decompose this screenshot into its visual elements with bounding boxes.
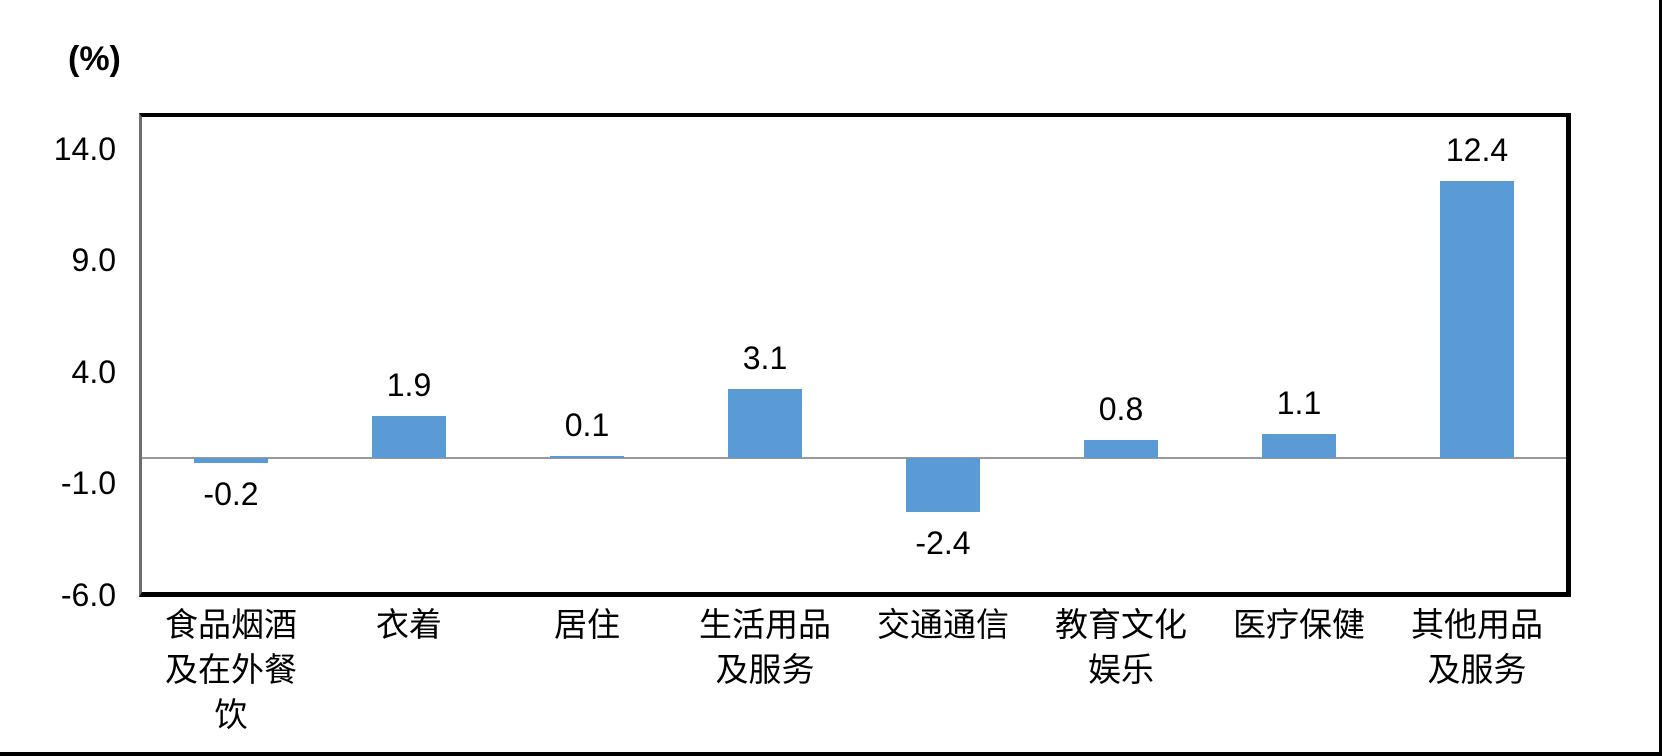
- bar-value-label: 3.1: [742, 339, 788, 376]
- x-category-label: 居住: [554, 606, 620, 643]
- bar: [1440, 181, 1514, 459]
- x-category-label: 其他用品 及服务: [1411, 606, 1543, 688]
- bar: [194, 458, 268, 463]
- bar: [550, 455, 624, 459]
- image-bottom-border: [0, 752, 1662, 756]
- bar-value-label: 12.4: [1445, 132, 1509, 169]
- plot-area: -0.2 1.9 0.1 3.1 -2.4 0.8 1.1 12.4: [139, 113, 1571, 597]
- y-tick-label: 9.0: [71, 242, 116, 279]
- x-category-label: 交通通信: [877, 606, 1009, 643]
- x-category-label: 食品烟酒 及在外餐 饮: [165, 606, 297, 733]
- image-right-border: [1659, 0, 1662, 756]
- bar: [906, 458, 980, 512]
- y-tick-label: -1.0: [60, 465, 116, 502]
- bar: [1084, 440, 1158, 459]
- bar: [728, 388, 802, 459]
- y-axis-unit-label: (%): [68, 40, 121, 78]
- bar-value-label: -2.4: [915, 524, 971, 561]
- y-tick-label: 14.0: [53, 130, 116, 167]
- zero-axis-line: [142, 457, 1566, 460]
- bar-value-label: 0.8: [1098, 391, 1144, 428]
- bar-value-label: 0.1: [564, 406, 610, 443]
- bar-value-label: 1.1: [1276, 384, 1322, 421]
- bar-value-label: -0.2: [203, 475, 259, 512]
- y-tick-label: -6.0: [60, 577, 116, 613]
- x-category-label: 生活用品 及服务: [699, 606, 831, 688]
- bar: [372, 415, 446, 459]
- bar: [1262, 433, 1336, 459]
- x-category-label: 教育文化 娱乐: [1055, 606, 1187, 688]
- x-category-label: 衣着: [376, 606, 442, 643]
- y-tick-label: 4.0: [71, 353, 116, 390]
- x-category-label: 医疗保健: [1233, 606, 1365, 643]
- bar-value-label: 1.9: [386, 366, 432, 403]
